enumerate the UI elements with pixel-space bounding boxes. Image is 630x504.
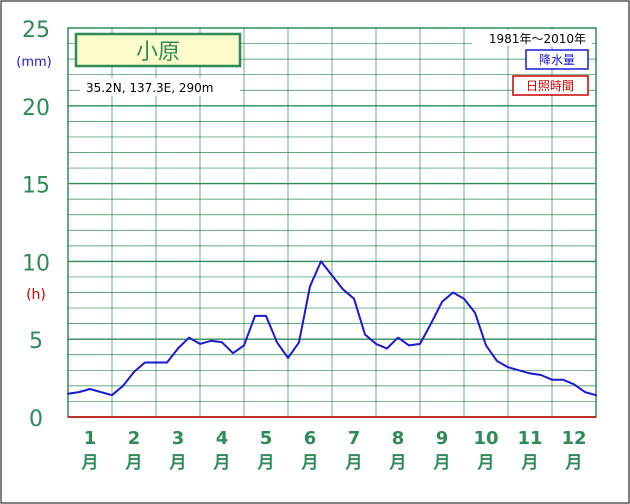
- y-unit-hours: (h): [26, 287, 46, 303]
- station-coordinates: 35.2N, 137.3E, 290m: [86, 81, 213, 95]
- precipitation-line: [67, 260, 597, 397]
- y-tick-label: 20: [22, 96, 50, 121]
- month-number-label: 4: [216, 428, 229, 449]
- month-suffix-label: 月: [345, 453, 363, 473]
- month-number-label: 8: [392, 428, 405, 449]
- month-number-label: 6: [304, 428, 317, 449]
- month-suffix-label: 月: [125, 453, 143, 473]
- y-tick-label: 15: [22, 174, 50, 199]
- y-axis-ticks: 0 5 10 15 20 25: [22, 18, 50, 432]
- month-number-label: 10: [473, 428, 498, 449]
- station-name-box: [74, 32, 242, 68]
- y-tick-label: 0: [29, 407, 43, 432]
- month-number-label: 12: [561, 428, 586, 449]
- month-suffix-label: 月: [169, 453, 187, 473]
- y-tick-label: 5: [29, 329, 43, 354]
- coords-background: [80, 78, 240, 96]
- month-suffix-label: 月: [213, 453, 231, 473]
- month-suffix-label: 月: [81, 453, 99, 473]
- y-unit-mm: (mm): [16, 55, 51, 70]
- month-suffix-label: 月: [477, 453, 495, 473]
- month-suffix-label: 月: [301, 453, 319, 473]
- month-number-label: 9: [436, 428, 449, 449]
- legend-sunshine-label: 日照時間: [526, 79, 574, 93]
- legend-precip-box: [525, 49, 589, 70]
- y-tick-label: 10: [22, 251, 50, 276]
- y-tick-label: 25: [22, 18, 50, 43]
- month-number-label: 2: [128, 428, 141, 449]
- month-suffix-label: 月: [257, 453, 275, 473]
- month-labels: 1 月 2 月 3 月 4 月 5 月 6 月 7 月 8 月 9 月 10 月 11 月 12 月: [81, 428, 587, 473]
- legend-precip-label: 降水量: [539, 53, 575, 67]
- station-name: 小原: [136, 40, 180, 65]
- month-number-label: 1: [84, 428, 97, 449]
- month-suffix-label: 月: [389, 453, 407, 473]
- month-suffix-label: 月: [565, 453, 583, 473]
- month-number-label: 11: [517, 428, 542, 449]
- month-suffix-label: 月: [433, 453, 451, 473]
- normal-period: 1981年～2010年: [489, 32, 586, 46]
- legend-sunshine-box: [512, 75, 589, 96]
- month-number-label: 3: [172, 428, 185, 449]
- month-number-label: 5: [260, 428, 273, 449]
- period-background: [472, 30, 592, 46]
- month-number-label: 7: [348, 428, 361, 449]
- month-suffix-label: 月: [521, 453, 539, 473]
